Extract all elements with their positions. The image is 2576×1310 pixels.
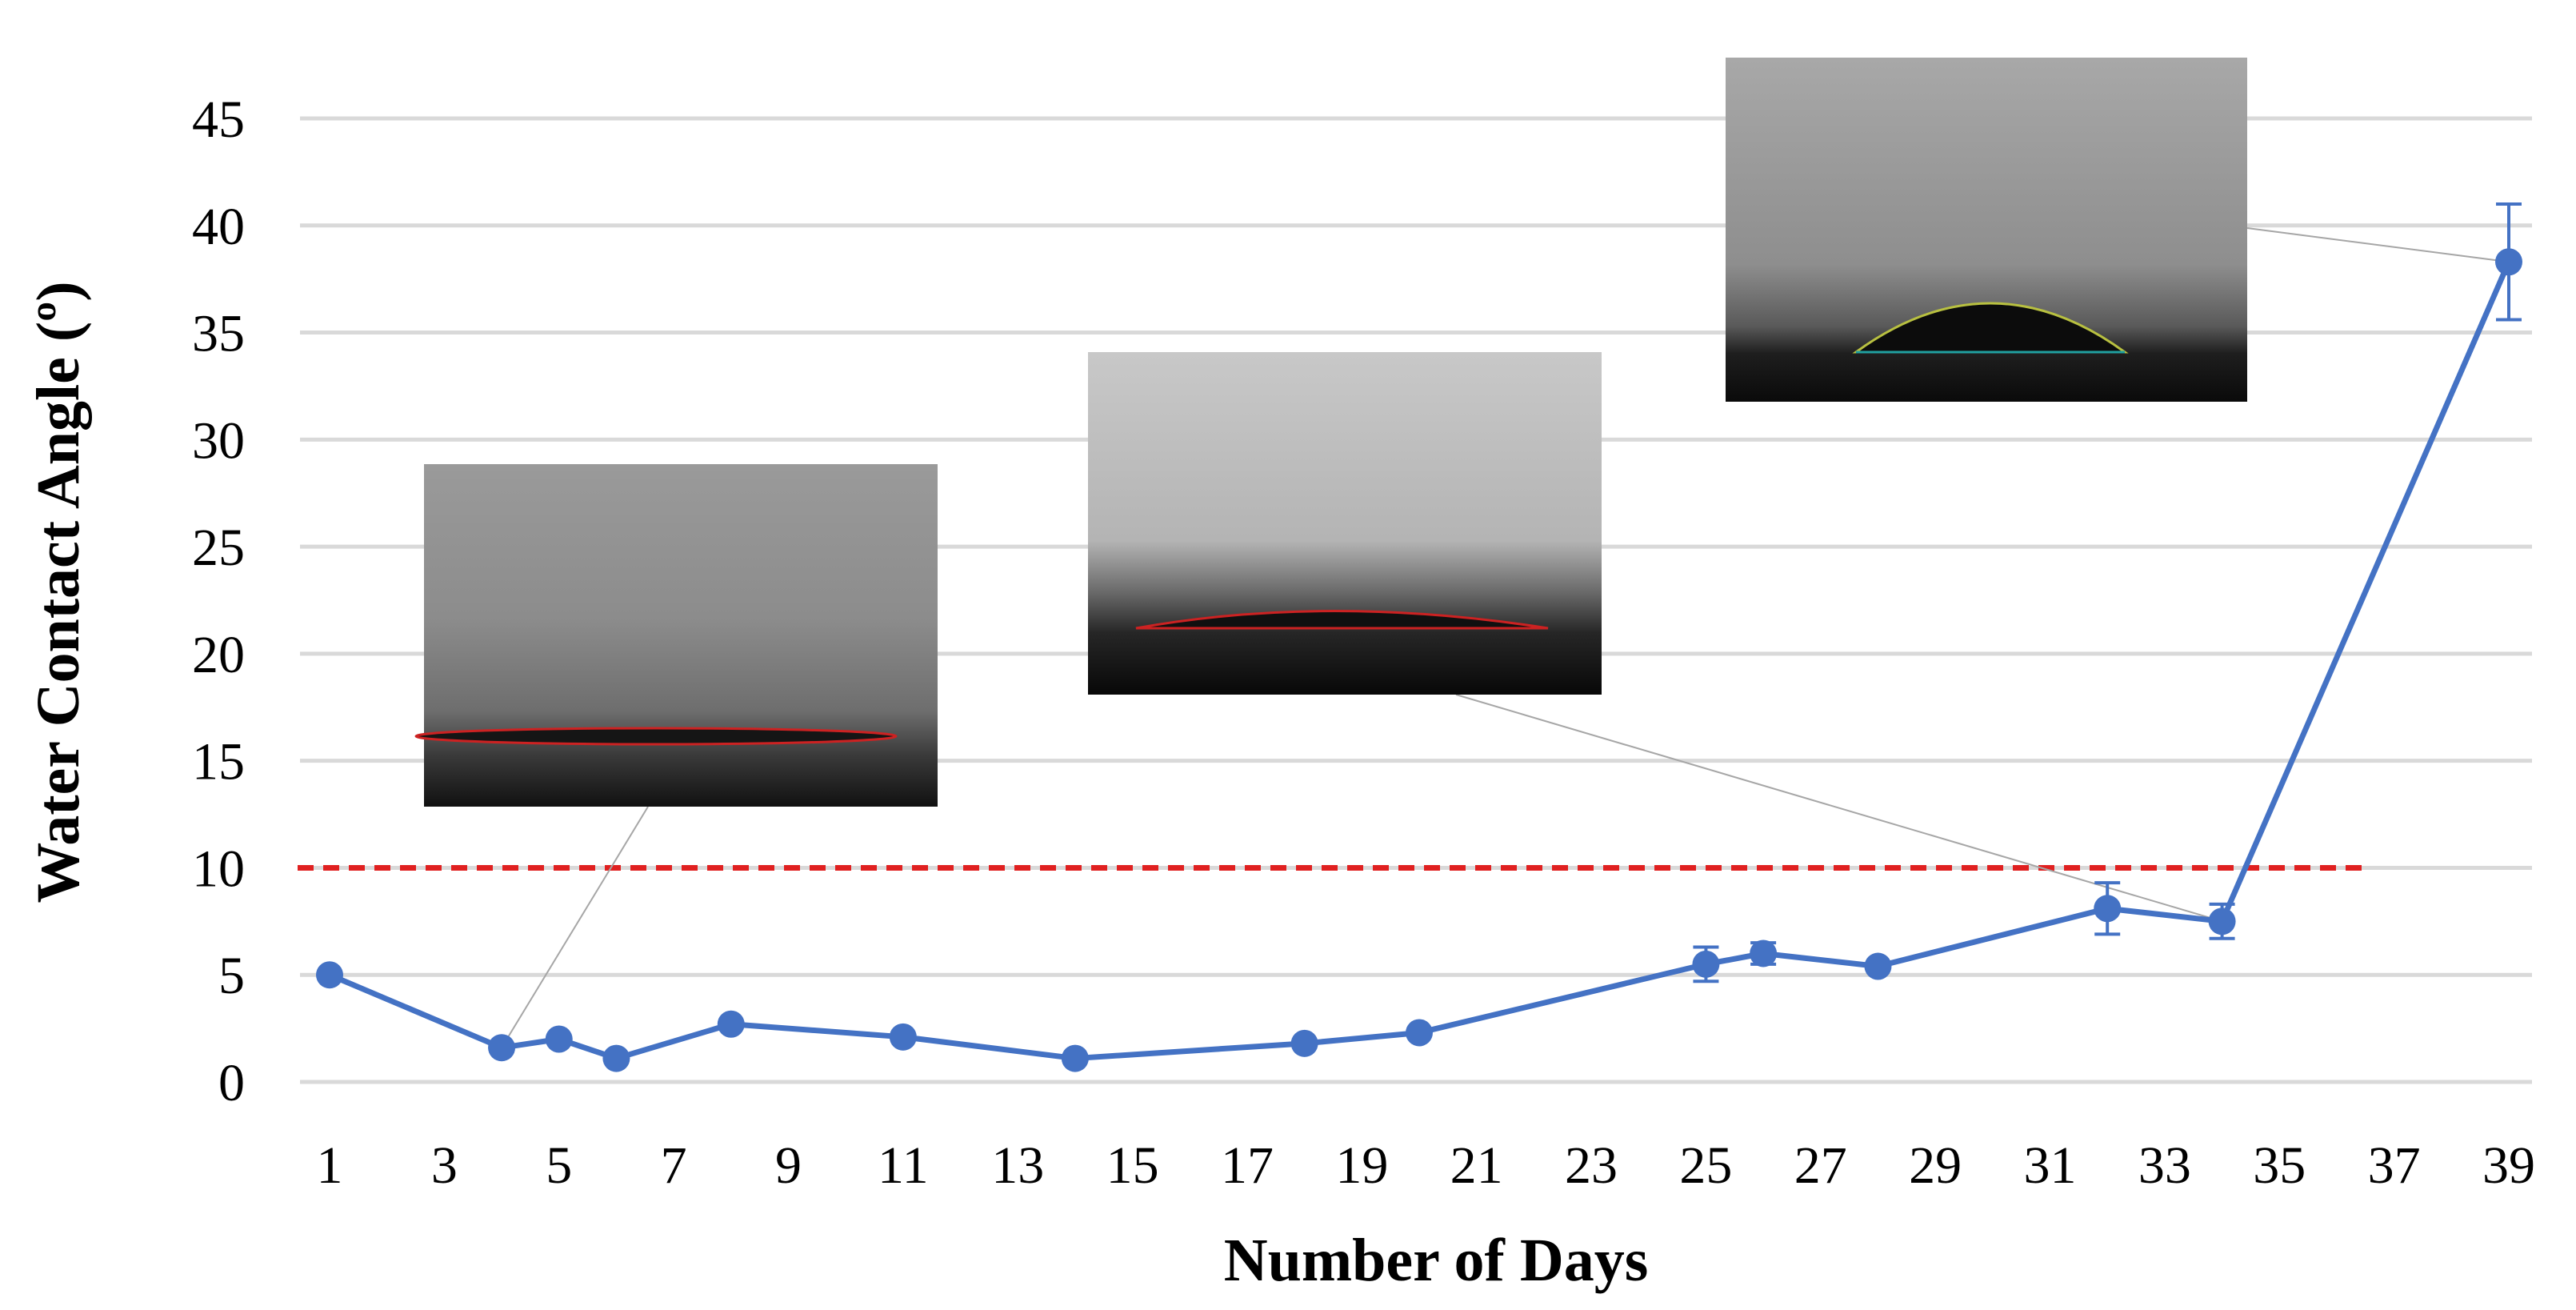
x-axis-title: Number of Days <box>1224 1227 1649 1294</box>
data-point-day-26 <box>1750 939 1778 967</box>
data-point-day-1 <box>316 961 343 989</box>
y-axis-ticks: 0 5 10 15 20 25 30 35 40 45 <box>192 90 245 1112</box>
x-tick-label-1: 1 <box>317 1136 343 1195</box>
x-tick-label-13: 13 <box>991 1136 1044 1195</box>
x-tick-label-29: 29 <box>1909 1136 1962 1195</box>
data-point-day-8 <box>717 1010 745 1038</box>
leader-line-droplet-image-day-4 <box>501 806 649 1048</box>
data-point-day-34 <box>2208 907 2236 935</box>
x-tick-label-21: 21 <box>1450 1136 1503 1195</box>
x-tick-label-39: 39 <box>2482 1136 2535 1195</box>
y-tick-label-45: 45 <box>192 90 245 149</box>
y-tick-label-30: 30 <box>192 411 245 470</box>
y-tick-label-20: 20 <box>192 626 245 684</box>
x-tick-label-15: 15 <box>1106 1136 1159 1195</box>
x-axis-ticks: 1 3 5 7 9 11 13 15 17 19 21 23 25 27 29 31 33 35 37 39 <box>317 1136 2536 1195</box>
y-tick-label-5: 5 <box>218 947 245 1005</box>
data-point-day-5 <box>545 1025 573 1053</box>
x-tick-label-17: 17 <box>1221 1136 1274 1195</box>
data-point-day-28 <box>1864 952 1892 980</box>
droplet-insets <box>414 58 2247 807</box>
x-tick-label-37: 37 <box>2368 1136 2421 1195</box>
y-tick-label-25: 25 <box>192 519 245 577</box>
x-tick-label-27: 27 <box>1794 1136 1847 1195</box>
data-point-day-14 <box>1061 1044 1089 1072</box>
data-point-day-18 <box>1290 1029 1318 1057</box>
x-tick-label-25: 25 <box>1679 1136 1732 1195</box>
data-point-day-11 <box>889 1023 917 1051</box>
data-point-day-25 <box>1692 950 1720 978</box>
droplet-image-day-39 <box>1726 58 2247 402</box>
series-layer <box>316 202 2522 1072</box>
data-point-day-20 <box>1406 1019 1433 1047</box>
x-tick-label-31: 31 <box>2024 1136 2077 1195</box>
data-point-day-39 <box>2495 248 2522 276</box>
y-tick-label-40: 40 <box>192 198 245 256</box>
y-tick-label-10: 10 <box>192 839 245 898</box>
x-tick-label-11: 11 <box>878 1136 929 1195</box>
data-point-day-4 <box>488 1034 516 1062</box>
data-point-day-6 <box>602 1044 630 1072</box>
x-tick-label-19: 19 <box>1335 1136 1388 1195</box>
y-tick-label-35: 35 <box>192 305 245 363</box>
x-tick-label-9: 9 <box>775 1136 802 1195</box>
data-point-day-32 <box>2094 895 2122 923</box>
x-tick-label-35: 35 <box>2253 1136 2306 1195</box>
leader-line-droplet-image-day-39 <box>2246 227 2510 263</box>
x-tick-label-5: 5 <box>546 1136 572 1195</box>
inset-leader-lines <box>501 227 2510 1048</box>
x-tick-label-3: 3 <box>431 1136 458 1195</box>
y-tick-label-0: 0 <box>218 1054 245 1112</box>
droplet-image-day-34 <box>1088 352 1602 695</box>
droplet-image-day-4 <box>414 464 938 807</box>
x-tick-label-7: 7 <box>661 1136 687 1195</box>
x-tick-label-23: 23 <box>1565 1136 1618 1195</box>
leader-line-droplet-image-day-34 <box>1455 694 2222 923</box>
x-tick-label-33: 33 <box>2138 1136 2191 1195</box>
y-tick-label-15: 15 <box>192 733 245 791</box>
y-axis-title: Water Contact Angle (º) <box>25 281 92 903</box>
